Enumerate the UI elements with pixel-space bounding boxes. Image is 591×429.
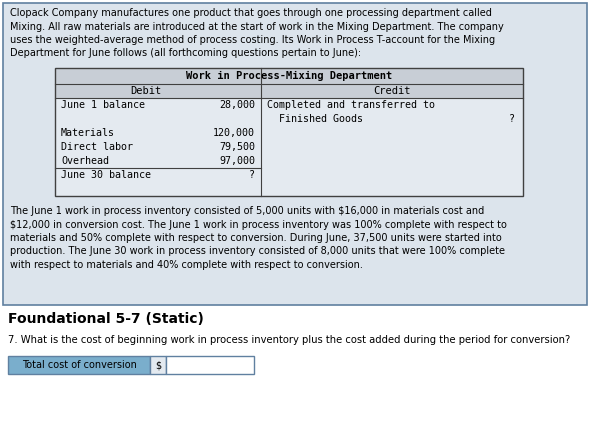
Text: Completed and transferred to: Completed and transferred to: [267, 100, 435, 110]
FancyBboxPatch shape: [55, 68, 523, 84]
Text: Department for June follows (all forthcoming questions pertain to June):: Department for June follows (all forthco…: [10, 48, 361, 58]
FancyBboxPatch shape: [55, 84, 523, 98]
Text: materials and 50% complete with respect to conversion. During June, 37,500 units: materials and 50% complete with respect …: [10, 233, 502, 243]
Text: $12,000 in conversion cost. The June 1 work in process inventory was 100% comple: $12,000 in conversion cost. The June 1 w…: [10, 220, 507, 230]
Text: Mixing. All raw materials are introduced at the start of work in the Mixing Depa: Mixing. All raw materials are introduced…: [10, 21, 504, 31]
Text: Direct labor: Direct labor: [61, 142, 133, 152]
Text: uses the weighted-average method of process costing. Its Work in Process T-accou: uses the weighted-average method of proc…: [10, 35, 495, 45]
Text: Total cost of conversion: Total cost of conversion: [21, 360, 137, 370]
Text: Debit: Debit: [131, 86, 162, 96]
Text: Finished Goods: Finished Goods: [279, 114, 363, 124]
Text: $: $: [155, 360, 161, 370]
Text: 97,000: 97,000: [219, 156, 255, 166]
FancyBboxPatch shape: [8, 356, 150, 374]
Text: with respect to materials and 40% complete with respect to conversion.: with respect to materials and 40% comple…: [10, 260, 363, 270]
Text: 7. What is the cost of beginning work in process inventory plus the cost added d: 7. What is the cost of beginning work in…: [8, 335, 570, 345]
Text: ?: ?: [509, 114, 515, 124]
Text: Foundational 5-7 (Static): Foundational 5-7 (Static): [8, 312, 204, 326]
Text: 120,000: 120,000: [213, 128, 255, 138]
Text: 79,500: 79,500: [219, 142, 255, 152]
Text: 28,000: 28,000: [219, 100, 255, 110]
FancyBboxPatch shape: [55, 98, 523, 196]
Text: Materials: Materials: [61, 128, 115, 138]
Text: production. The June 30 work in process inventory consisted of 8,000 units that : production. The June 30 work in process …: [10, 247, 505, 257]
Text: Overhead: Overhead: [61, 156, 109, 166]
Text: June 30 balance: June 30 balance: [61, 170, 151, 180]
Text: June 1 balance: June 1 balance: [61, 100, 145, 110]
Text: ?: ?: [249, 170, 255, 180]
Text: Work in Process-Mixing Department: Work in Process-Mixing Department: [186, 71, 392, 81]
FancyBboxPatch shape: [3, 3, 587, 305]
Text: Clopack Company manufactures one product that goes through one processing depart: Clopack Company manufactures one product…: [10, 8, 492, 18]
Text: Credit: Credit: [373, 86, 411, 96]
Text: The June 1 work in process inventory consisted of 5,000 units with $16,000 in ma: The June 1 work in process inventory con…: [10, 206, 484, 216]
FancyBboxPatch shape: [150, 356, 166, 374]
FancyBboxPatch shape: [166, 356, 254, 374]
